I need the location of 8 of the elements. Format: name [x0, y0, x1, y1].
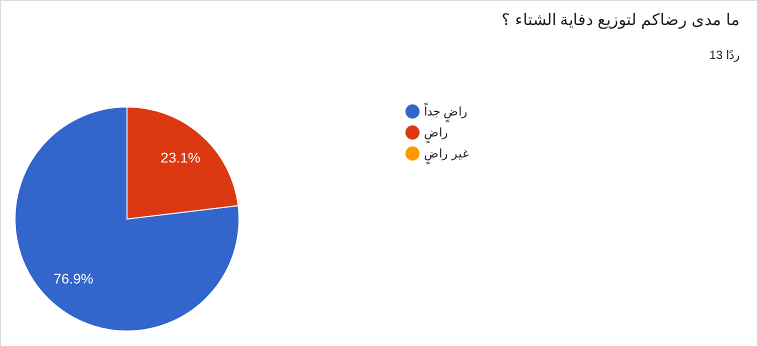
- legend-label: راضٍ: [424, 126, 448, 144]
- legend-label: راضٍ جداً: [424, 102, 468, 122]
- text: ما مدى رضاكم لتوزيع دفاية الشتاء ؟: [501, 12, 740, 29]
- data-label: 76.9%: [54, 270, 94, 286]
- data-label: 23.1%: [160, 150, 200, 166]
- pie-slice: [14, 106, 240, 332]
- legend-label: غير راضٍ: [424, 146, 468, 164]
- text: 13 ردًا: [709, 48, 740, 62]
